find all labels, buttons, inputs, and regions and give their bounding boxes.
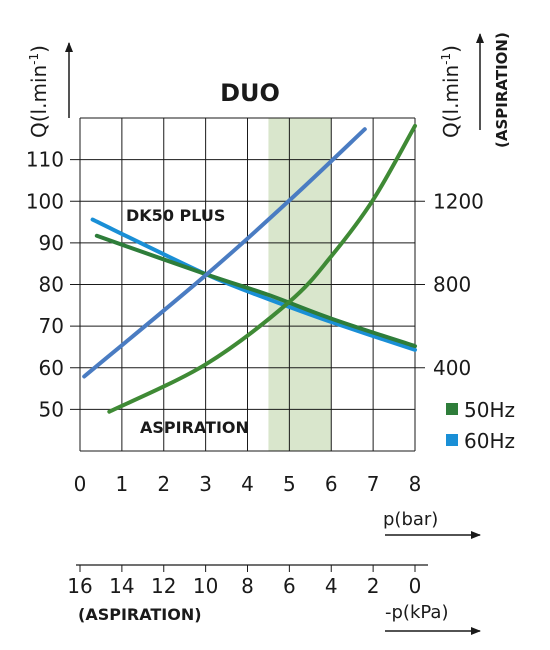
left-tick-label: 80 — [39, 273, 64, 297]
left-tick-label: 90 — [39, 231, 64, 255]
x2-tick-label: 16 — [67, 574, 92, 598]
x2-axis-ticks: 16 14 12 10 8 6 4 2 0 — [67, 565, 421, 598]
annotation-aspiration: ASPIRATION — [140, 418, 249, 437]
left-axis-label: Q(l.min-1) — [27, 45, 51, 138]
x2-tick-label: 4 — [325, 574, 338, 598]
x2-tick-label: 2 — [367, 574, 380, 598]
left-axis-ticks: 110 100 90 80 70 60 50 — [26, 148, 64, 422]
x-tick-label: 0 — [74, 472, 87, 496]
right-axis-label: Q(l.min-1) — [439, 45, 463, 138]
grid — [70, 117, 425, 452]
x-tick-label: 6 — [325, 472, 338, 496]
x2-tick-label: 12 — [151, 574, 176, 598]
annotation-dk50: DK50 PLUS — [126, 206, 225, 225]
legend: 50Hz 60Hz — [446, 398, 515, 453]
right-axis-ticks: 1200 800 400 — [433, 189, 484, 380]
x2-tick-label: 14 — [109, 574, 134, 598]
x2-tick-label: 6 — [283, 574, 296, 598]
x-axis-ticks: 0 1 2 3 4 5 6 7 8 — [74, 472, 422, 496]
series-layer — [82, 123, 417, 414]
right-tick-label: 800 — [433, 273, 471, 297]
series-line-0 — [90, 217, 417, 352]
series-line-2 — [82, 127, 367, 379]
right-axis-sublabel: (ASPIRATION) — [493, 32, 511, 148]
svg-text:(ASPIRATION): (ASPIRATION) — [493, 32, 511, 148]
left-tick-label: 70 — [39, 314, 64, 338]
left-tick-label: 100 — [26, 189, 64, 213]
x2-axis-sublabel: (ASPIRATION) — [78, 605, 202, 624]
x-tick-label: 5 — [283, 472, 296, 496]
x-tick-label: 3 — [199, 472, 212, 496]
x-tick-label: 4 — [241, 472, 254, 496]
x-tick-label: 7 — [367, 472, 380, 496]
x2-axis-label: -p(kPa) — [385, 602, 448, 623]
svg-text:Q(l.min-1): Q(l.min-1) — [439, 45, 463, 138]
left-tick-label: 50 — [39, 397, 64, 421]
legend-label-50hz: 50Hz — [464, 398, 515, 422]
chart-title: DUO — [220, 79, 280, 107]
left-tick-label: 60 — [39, 356, 64, 380]
right-tick-label: 1200 — [433, 189, 484, 213]
x-tick-label: 1 — [116, 472, 129, 496]
x2-tick-label: 10 — [193, 574, 218, 598]
series-line-1 — [94, 233, 417, 349]
legend-label-60hz: 60Hz — [464, 429, 515, 453]
x-tick-label: 8 — [409, 472, 422, 496]
right-tick-label: 400 — [433, 356, 471, 380]
series-line-3 — [107, 123, 417, 414]
legend-swatch-50hz — [446, 403, 458, 415]
left-tick-label: 110 — [26, 148, 64, 172]
x2-tick-label: 8 — [241, 574, 254, 598]
x2-tick-label: 0 — [409, 574, 422, 598]
legend-swatch-60hz — [446, 434, 458, 446]
svg-text:Q(l.min-1): Q(l.min-1) — [27, 45, 51, 138]
x-tick-label: 2 — [157, 472, 170, 496]
x-axis-label: p(bar) — [383, 509, 438, 530]
